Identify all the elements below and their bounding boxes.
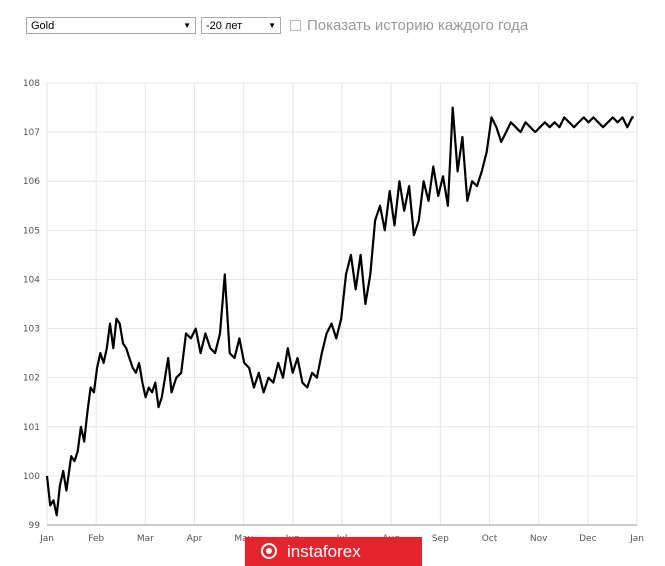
asset-select[interactable]: Gold ▼ bbox=[26, 16, 196, 34]
x-tick-label: Apr bbox=[187, 534, 203, 544]
x-tick-label: Jan bbox=[629, 534, 644, 544]
y-tick-label: 105 bbox=[23, 226, 40, 236]
x-tick-label: Nov bbox=[530, 534, 548, 544]
x-tick-label: Mar bbox=[137, 534, 154, 544]
chevron-down-icon: ▼ bbox=[268, 20, 276, 30]
history-checkbox[interactable] bbox=[290, 19, 301, 31]
period-select-value: -20 лет bbox=[206, 19, 243, 32]
history-checkbox-label[interactable]: Показать историю каждого года bbox=[307, 16, 529, 34]
period-select[interactable]: -20 лет ▼ bbox=[201, 16, 281, 34]
y-tick-label: 99 bbox=[29, 521, 41, 531]
x-tick-label: Jan bbox=[39, 534, 54, 544]
chart-controls: Gold ▼ -20 лет ▼ Показать историю каждог… bbox=[26, 14, 528, 36]
x-tick-label: Dec bbox=[579, 534, 596, 544]
y-tick-label: 103 bbox=[23, 325, 40, 335]
y-tick-label: 100 bbox=[23, 472, 40, 482]
y-tick-label: 102 bbox=[23, 374, 40, 384]
series-line bbox=[45, 106, 634, 517]
y-tick-label: 106 bbox=[23, 177, 40, 187]
asset-select-value: Gold bbox=[31, 19, 55, 32]
y-tick-label: 104 bbox=[23, 275, 40, 285]
x-tick-label: Oct bbox=[482, 534, 498, 544]
watermark-logo: instaforex bbox=[245, 537, 422, 566]
y-tick-label: 107 bbox=[23, 128, 40, 138]
x-tick-label: Feb bbox=[88, 534, 104, 544]
y-tick-label: 108 bbox=[23, 79, 40, 89]
watermark-text: instaforex bbox=[287, 542, 361, 561]
chevron-down-icon: ▼ bbox=[183, 20, 191, 30]
x-tick-label: May bbox=[234, 534, 253, 544]
y-tick-label: 101 bbox=[23, 423, 40, 433]
x-tick-label: Sep bbox=[432, 534, 449, 544]
watermark-icon bbox=[261, 543, 277, 559]
